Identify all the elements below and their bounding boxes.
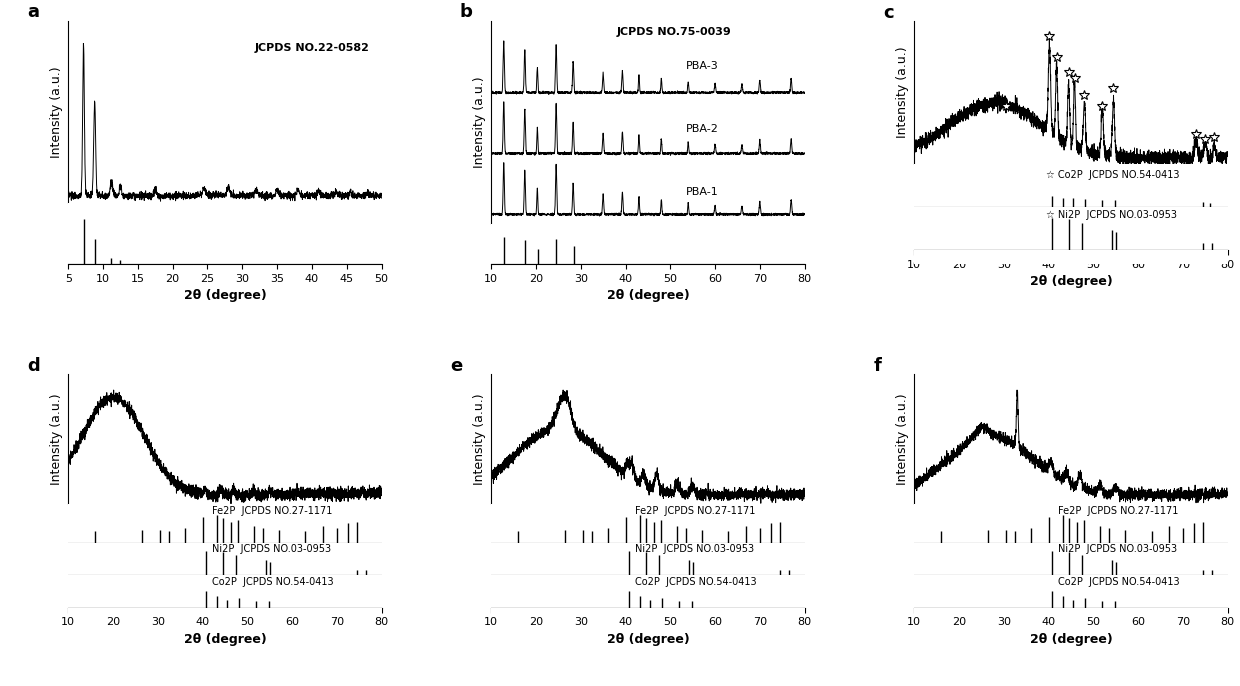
Text: JCPDS NO.22-0582: JCPDS NO.22-0582: [254, 43, 370, 53]
Text: JCPDS NO.75-0039: JCPDS NO.75-0039: [616, 27, 732, 36]
Y-axis label: Intensity (a.u.): Intensity (a.u.): [895, 393, 909, 484]
X-axis label: 2θ (degree): 2θ (degree): [606, 289, 689, 303]
Text: Co2P  JCPDS NO.54-0413: Co2P JCPDS NO.54-0413: [1059, 577, 1180, 587]
Text: PBA-1: PBA-1: [686, 187, 718, 197]
X-axis label: 2θ (degree): 2θ (degree): [184, 289, 267, 303]
Text: Co2P  JCPDS NO.54-0413: Co2P JCPDS NO.54-0413: [212, 577, 334, 587]
X-axis label: 2θ (degree): 2θ (degree): [1029, 633, 1112, 646]
Text: ☆ Ni2P  JCPDS NO.03-0953: ☆ Ni2P JCPDS NO.03-0953: [1045, 211, 1177, 220]
Y-axis label: Intensity (a.u.): Intensity (a.u.): [50, 66, 63, 158]
Text: Ni2P  JCPDS NO.03-0953: Ni2P JCPDS NO.03-0953: [212, 544, 331, 554]
Text: c: c: [883, 3, 894, 22]
X-axis label: 2θ (degree): 2θ (degree): [606, 633, 689, 646]
Text: PBA-3: PBA-3: [686, 61, 718, 71]
Text: f: f: [873, 357, 882, 375]
Text: ☆ Co2P  JCPDS NO.54-0413: ☆ Co2P JCPDS NO.54-0413: [1045, 170, 1179, 180]
Y-axis label: Intensity (a.u.): Intensity (a.u.): [50, 393, 63, 484]
Y-axis label: Intensity (a.u.): Intensity (a.u.): [472, 393, 486, 484]
Text: d: d: [27, 357, 40, 375]
Text: Fe2P  JCPDS NO.27-1171: Fe2P JCPDS NO.27-1171: [1059, 506, 1179, 516]
Text: Ni2P  JCPDS NO.03-0953: Ni2P JCPDS NO.03-0953: [635, 544, 754, 554]
Text: a: a: [27, 3, 40, 21]
Text: Ni2P  JCPDS NO.03-0953: Ni2P JCPDS NO.03-0953: [1059, 544, 1178, 554]
Text: PBA-2: PBA-2: [686, 124, 718, 134]
X-axis label: 2θ (degree): 2θ (degree): [1029, 275, 1112, 288]
Text: b: b: [460, 3, 472, 21]
Text: e: e: [450, 357, 463, 375]
Y-axis label: Intensity (a.u.): Intensity (a.u.): [472, 76, 486, 168]
Text: Co2P  JCPDS NO.54-0413: Co2P JCPDS NO.54-0413: [635, 577, 756, 587]
Text: Fe2P  JCPDS NO.27-1171: Fe2P JCPDS NO.27-1171: [212, 506, 332, 516]
X-axis label: 2θ (degree): 2θ (degree): [184, 633, 267, 646]
Y-axis label: Intensity (a.u.): Intensity (a.u.): [895, 47, 909, 138]
Text: Fe2P  JCPDS NO.27-1171: Fe2P JCPDS NO.27-1171: [635, 506, 755, 516]
